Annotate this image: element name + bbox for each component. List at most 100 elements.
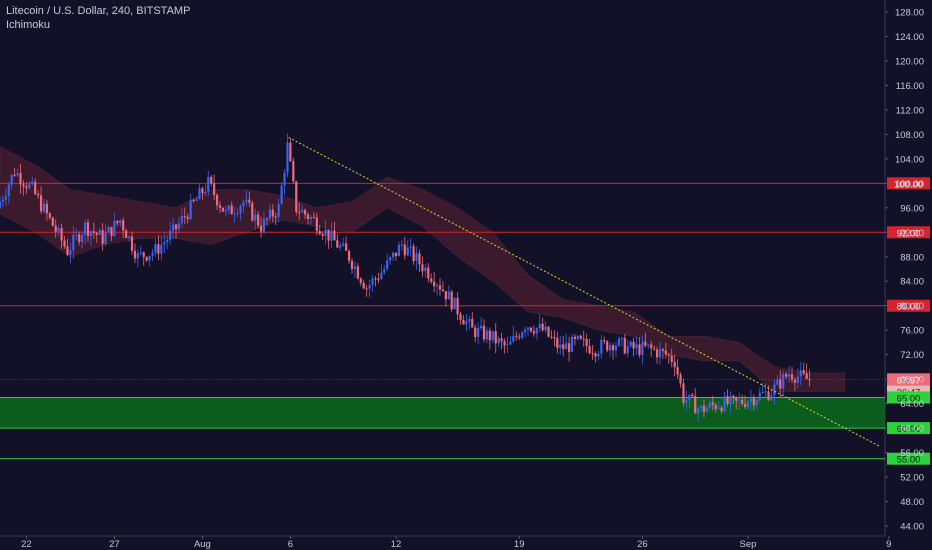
candle xyxy=(506,336,509,353)
candle xyxy=(491,331,494,344)
candle-body xyxy=(403,244,406,256)
candle-body xyxy=(614,345,618,351)
candle xyxy=(16,168,19,178)
candle xyxy=(509,335,512,345)
candle xyxy=(521,330,524,340)
candle xyxy=(494,323,497,353)
candle xyxy=(720,405,723,414)
candle-body xyxy=(306,214,310,220)
candle xyxy=(576,334,579,341)
symbol-title[interactable]: Litecoin / U.S. Dollar, 240, BITSTAMP xyxy=(6,5,191,17)
candle xyxy=(383,264,386,275)
candle-body xyxy=(368,284,371,289)
candle-body xyxy=(617,338,621,346)
candle-body xyxy=(562,344,565,350)
candle xyxy=(438,278,442,296)
candle-body xyxy=(166,239,169,243)
price-axis[interactable]: 128.00 124.00 120.00 116.00 112.00 108.00 104.… xyxy=(885,8,924,533)
candle xyxy=(183,207,186,224)
x-tick-label: 27 xyxy=(109,539,120,550)
indicator-label[interactable]: Ichimoku xyxy=(6,19,51,31)
candle xyxy=(145,256,148,263)
candle xyxy=(154,239,157,257)
candle-body xyxy=(459,314,462,320)
candle xyxy=(42,199,46,214)
trendline-layer[interactable] xyxy=(288,136,881,447)
candle xyxy=(465,314,468,332)
candle xyxy=(421,256,424,277)
candle xyxy=(474,324,477,343)
candle-body xyxy=(254,214,257,221)
time-axis[interactable]: 22 27 Aug 6 12 19 26 Sep 9 xyxy=(21,536,891,550)
candle-body xyxy=(60,228,63,241)
candle-body xyxy=(239,206,242,214)
candle xyxy=(541,317,544,332)
candle-body xyxy=(515,335,518,337)
candle xyxy=(339,241,342,251)
candle-body xyxy=(488,330,491,341)
candle-body xyxy=(271,209,274,217)
candle-body xyxy=(738,399,741,401)
support-zone-layer xyxy=(0,397,885,429)
candle xyxy=(793,377,797,392)
candle-body xyxy=(717,407,720,409)
candle-body xyxy=(210,176,213,184)
candle-body xyxy=(714,404,717,409)
candle xyxy=(180,208,183,229)
candle xyxy=(579,334,582,340)
candle-body xyxy=(248,199,251,203)
candle-body xyxy=(268,209,271,219)
candle xyxy=(603,336,606,345)
candle xyxy=(770,388,773,402)
y-tick-label: 48.00 xyxy=(900,497,924,508)
candle-body xyxy=(433,281,436,287)
candle-body xyxy=(42,203,46,212)
candle xyxy=(582,330,585,347)
candle xyxy=(796,368,799,389)
candle xyxy=(101,223,104,251)
candle-body xyxy=(298,211,301,213)
candle xyxy=(315,212,318,236)
candle-body xyxy=(142,252,145,257)
candle-body xyxy=(597,353,600,357)
candle xyxy=(758,387,761,403)
candle xyxy=(403,236,406,260)
candle-body xyxy=(785,373,788,377)
candle xyxy=(488,327,491,350)
candle-body xyxy=(98,230,101,235)
candle-body xyxy=(427,267,430,279)
candle-body xyxy=(691,394,694,397)
candle-body xyxy=(477,328,480,338)
candle xyxy=(28,180,31,190)
candle-body xyxy=(544,326,547,331)
candle xyxy=(48,211,51,220)
candle-body xyxy=(286,142,289,173)
candle-body xyxy=(685,400,688,403)
candle xyxy=(66,239,69,257)
candle-body xyxy=(78,234,81,242)
candle-body xyxy=(122,220,125,231)
candle xyxy=(1,195,5,207)
candle-body xyxy=(532,331,535,334)
candle-body xyxy=(752,398,755,406)
trendline[interactable] xyxy=(288,136,881,447)
candle-body xyxy=(779,379,782,389)
candle xyxy=(755,399,758,410)
candle-body xyxy=(295,181,298,212)
candle xyxy=(51,216,54,227)
candle-body xyxy=(655,349,659,358)
candle-body xyxy=(421,264,424,272)
candle xyxy=(573,334,577,346)
candle xyxy=(122,217,125,239)
candle-body xyxy=(34,181,37,194)
level-label: 100.00 xyxy=(894,179,923,190)
candle xyxy=(160,235,163,261)
candle xyxy=(614,341,618,357)
candle-body xyxy=(48,213,51,218)
candle-body xyxy=(204,191,207,194)
candle-body xyxy=(456,297,459,315)
candle-body xyxy=(192,200,195,202)
candle-body xyxy=(743,403,747,407)
